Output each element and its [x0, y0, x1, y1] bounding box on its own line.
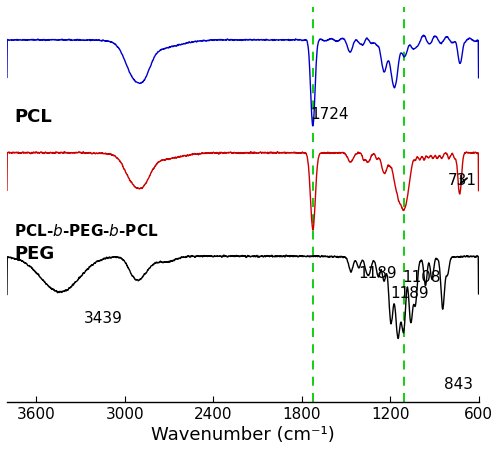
Text: 1189: 1189	[390, 286, 429, 301]
Text: PCL: PCL	[14, 108, 52, 126]
Text: 843: 843	[444, 377, 473, 391]
Text: PCL-$\it{b}$-PEG-$\it{b}$-PCL: PCL-$\it{b}$-PEG-$\it{b}$-PCL	[14, 223, 159, 239]
Text: 1724: 1724	[310, 107, 349, 122]
X-axis label: Wavenumber (cm⁻¹): Wavenumber (cm⁻¹)	[151, 426, 334, 444]
Text: PEG: PEG	[14, 245, 54, 263]
Text: 3439: 3439	[84, 311, 122, 326]
Text: 731: 731	[448, 174, 476, 189]
Text: 1108: 1108	[402, 270, 440, 285]
Text: 1189: 1189	[358, 266, 397, 281]
